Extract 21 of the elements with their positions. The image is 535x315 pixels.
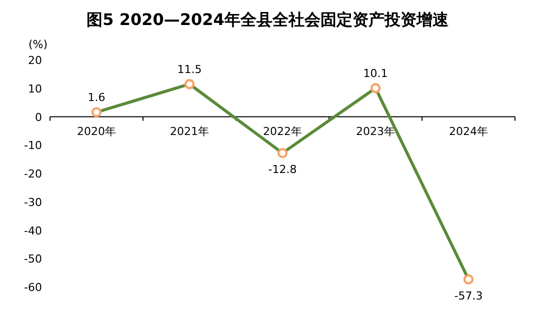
y-tick-label: -20 <box>24 168 42 180</box>
x-tick-label: 2022年 <box>263 124 302 138</box>
y-tick-label: -10 <box>24 139 42 152</box>
y-axis-title: (%) <box>28 38 48 51</box>
y-tick-label: -30 <box>24 196 42 209</box>
y-tick-label: -40 <box>24 224 42 238</box>
data-label: -12.8 <box>268 163 297 176</box>
y-tick-label: 0 <box>35 110 42 124</box>
y-tick-label: -60 <box>24 281 42 294</box>
x-tick-label: 2021年 <box>170 124 209 138</box>
data-label: 10.1 <box>363 67 388 80</box>
y-tick-label: 20 <box>28 54 42 67</box>
data-label: 1.6 <box>88 91 106 104</box>
x-tick-label: 2023年 <box>356 124 395 138</box>
x-tick-label: 2020年 <box>77 124 116 138</box>
data-label: 11.5 <box>177 63 202 76</box>
y-tick-label: -50 <box>24 252 42 266</box>
chart-title: 图5 2020—2024年全县全社会固定资产投资增速 <box>86 10 450 29</box>
data-label: -57.3 <box>454 289 483 302</box>
y-tick-label: 10 <box>28 82 42 96</box>
x-tick-label: 2024年 <box>449 124 488 138</box>
